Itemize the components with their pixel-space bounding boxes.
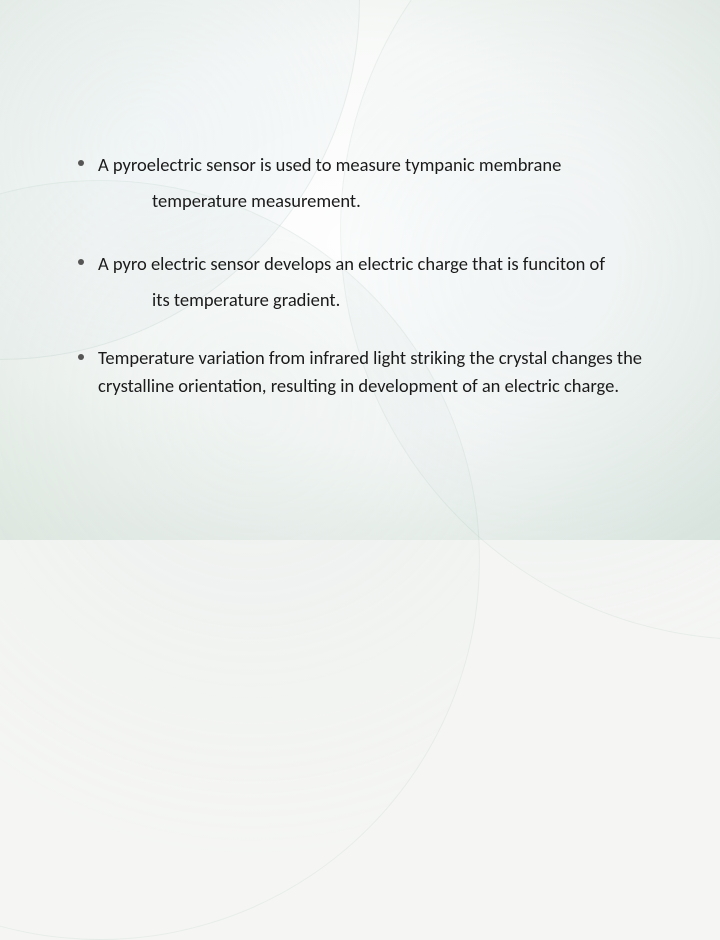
bullet-marker-icon (78, 259, 84, 265)
bullet-item: A pyroelectric sensor is used to measure… (78, 150, 670, 215)
bullet-marker-icon (78, 160, 84, 166)
bullet-marker-icon (78, 354, 84, 360)
slide-content: A pyroelectric sensor is used to measure… (78, 150, 670, 400)
bullet-text-continuation: temperature measurement. (152, 186, 670, 216)
bullet-text-line: Temperature variation from infrared ligh… (98, 344, 670, 400)
bullet-text-line: A pyroelectric sensor is used to measure… (98, 150, 670, 180)
bullet-text-line: A pyro electric sensor develops an elect… (98, 249, 670, 279)
bullet-item: A pyro electric sensor develops an elect… (78, 249, 670, 314)
bullet-body: A pyro electric sensor develops an elect… (98, 249, 670, 314)
bullet-item: Temperature variation from infrared ligh… (78, 344, 670, 400)
bullet-body: A pyroelectric sensor is used to measure… (98, 150, 670, 215)
bullet-text-continuation: its temperature gradient. (152, 285, 670, 315)
bullet-body: Temperature variation from infrared ligh… (98, 344, 670, 400)
